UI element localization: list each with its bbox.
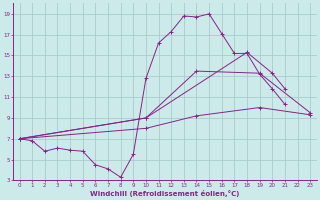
X-axis label: Windchill (Refroidissement éolien,°C): Windchill (Refroidissement éolien,°C): [90, 190, 240, 197]
